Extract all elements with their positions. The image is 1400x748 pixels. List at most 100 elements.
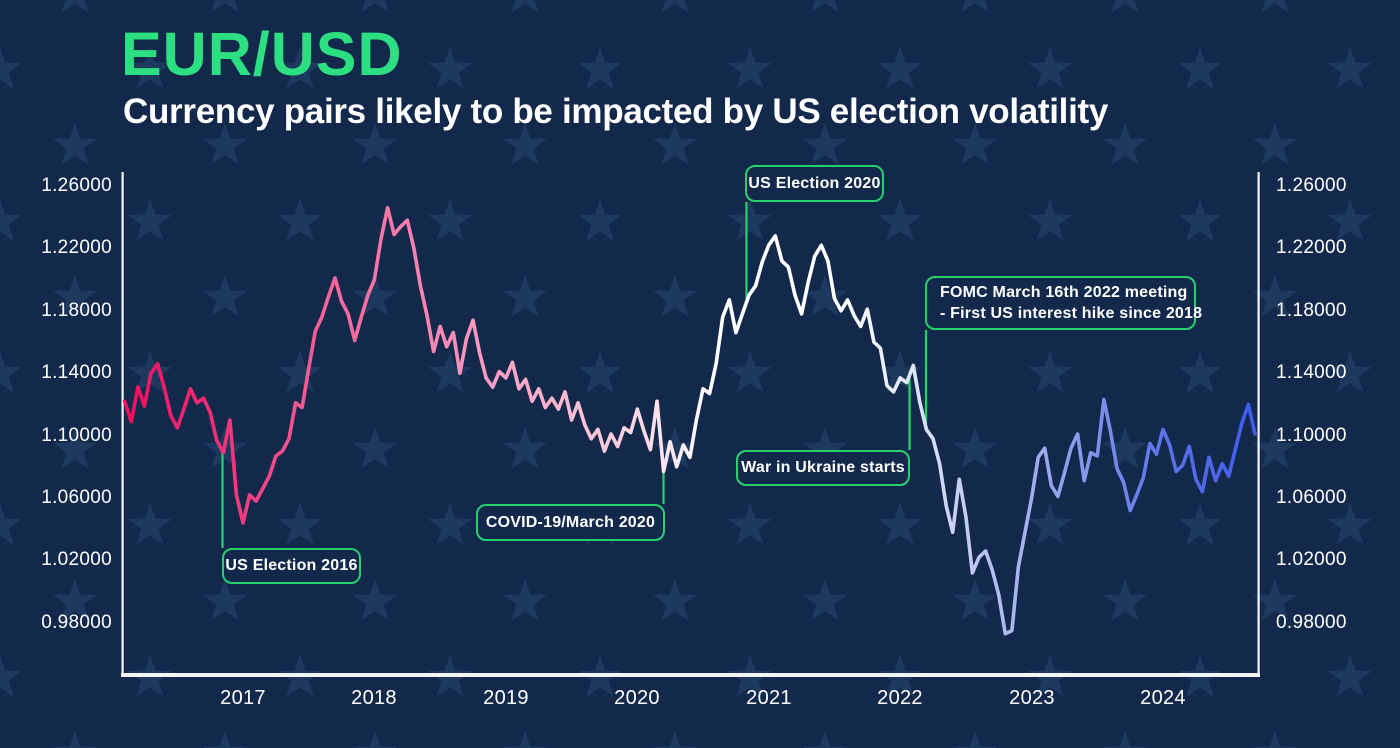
y-axis-left <box>121 172 124 677</box>
header: EUR/USD Currency pairs likely to be impa… <box>121 22 1108 131</box>
star-icon <box>278 503 322 545</box>
annotation-covid-march-2020: COVID-19/March 2020 <box>476 504 665 541</box>
star-icon <box>278 351 322 393</box>
star-icon <box>353 275 397 317</box>
star-icon <box>953 731 997 748</box>
star-icon <box>361 0 389 13</box>
annotation-us-election-2016: US Election 2016 <box>222 548 361 584</box>
star-icon <box>128 503 172 545</box>
y-axis-label-right-1.22000: 1.22000 <box>1276 237 1347 258</box>
star-icon <box>511 0 539 13</box>
star-icon <box>203 731 247 748</box>
y-axis-label-left-0.98000: 0.98000 <box>41 612 112 633</box>
star-icon <box>953 427 997 469</box>
annotation-label: US Election 2020 <box>748 174 881 192</box>
page-subtitle: Currency pairs likely to be impacted by … <box>123 92 1109 132</box>
star-icon <box>1328 655 1372 697</box>
star-icon <box>661 0 689 13</box>
y-axis-label-right-1.02000: 1.02000 <box>1276 549 1347 570</box>
star-icon <box>728 47 772 89</box>
star-icon <box>203 275 247 317</box>
star-icon <box>1103 579 1147 621</box>
star-icon <box>653 579 697 621</box>
star-icon <box>128 199 172 241</box>
y-axis-label-right-1.18000: 1.18000 <box>1276 300 1347 321</box>
star-icon <box>353 579 397 621</box>
star-icon <box>803 579 847 621</box>
star-icon <box>878 199 922 241</box>
y-axis-label-right-1.10000: 1.10000 <box>1276 425 1347 446</box>
y-axis-label-right-0.98000: 0.98000 <box>1276 612 1347 633</box>
annotation-label: US Election 2016 <box>225 557 358 574</box>
star-icon <box>803 731 847 748</box>
star-icon <box>1328 199 1372 241</box>
star-icon <box>278 199 322 241</box>
y-axis-label-right-1.14000: 1.14000 <box>1276 362 1347 383</box>
star-icon <box>53 275 97 317</box>
star-icon <box>1253 275 1297 317</box>
x-axis-label-2019: 2019 <box>483 687 529 709</box>
star-icon <box>811 0 839 13</box>
star-icon <box>878 47 922 89</box>
y-axis-label-left-1.10000: 1.10000 <box>41 425 112 446</box>
star-icon <box>428 199 472 241</box>
annotation-label: War in Ukraine starts <box>741 459 905 476</box>
star-icon <box>653 427 697 469</box>
star-icon <box>353 731 397 748</box>
star-icon <box>728 503 772 545</box>
x-axis-label-2024: 2024 <box>1140 687 1186 709</box>
star-icon <box>728 199 772 241</box>
star-icon <box>503 579 547 621</box>
x-axis-label-2020: 2020 <box>614 687 660 709</box>
star-icon <box>53 427 97 469</box>
star-icon <box>1178 351 1222 393</box>
star-icon <box>0 503 22 545</box>
star-icon <box>503 731 547 748</box>
star-icon <box>1253 123 1297 165</box>
star-icon <box>578 47 622 89</box>
star-icon <box>0 199 22 241</box>
star-icon <box>1253 731 1297 748</box>
annotation-connectors <box>221 202 928 548</box>
star-icon <box>878 503 922 545</box>
x-axis-label-2022: 2022 <box>877 687 923 709</box>
star-icon <box>953 123 997 165</box>
star-icon <box>578 199 622 241</box>
x-axis-label-2021: 2021 <box>746 687 792 709</box>
star-icon <box>503 275 547 317</box>
star-icon <box>353 123 397 165</box>
star-icon <box>278 47 322 89</box>
star-icon <box>428 351 472 393</box>
star-icon <box>803 427 847 469</box>
annotation-us-election-2020: US Election 2020 <box>745 165 884 202</box>
star-icon <box>1261 0 1289 13</box>
star-icon <box>961 0 989 13</box>
star-icon <box>728 351 772 393</box>
annotation-label: COVID-19/March 2020 <box>485 513 656 531</box>
star-icon <box>1253 427 1297 469</box>
y-axis-right <box>1257 172 1260 677</box>
star-icon <box>1253 579 1297 621</box>
star-icon <box>1111 0 1139 13</box>
y-axis-label-left-1.06000: 1.06000 <box>41 487 112 508</box>
y-axis-label-left-1.26000: 1.26000 <box>41 175 112 196</box>
star-icon <box>128 47 172 89</box>
star-icon <box>1328 351 1372 393</box>
annotation-label-line-1: FOMC March 16th 2022 meeting <box>940 283 1188 301</box>
star-icon <box>878 351 922 393</box>
star-icon <box>0 47 22 89</box>
star-icon <box>653 123 697 165</box>
star-icon <box>1103 427 1147 469</box>
star-icon <box>1328 47 1372 89</box>
annotation-label-line-2: - First US interest hike since 2018 <box>940 305 1203 322</box>
star-icon <box>653 731 697 748</box>
star-icon <box>428 503 472 545</box>
x-axis-label-2018: 2018 <box>351 687 397 709</box>
star-icon <box>1103 123 1147 165</box>
y-axis-label-left-1.02000: 1.02000 <box>41 549 112 570</box>
star-icon <box>803 123 847 165</box>
star-icon <box>53 731 97 748</box>
star-icon <box>53 579 97 621</box>
